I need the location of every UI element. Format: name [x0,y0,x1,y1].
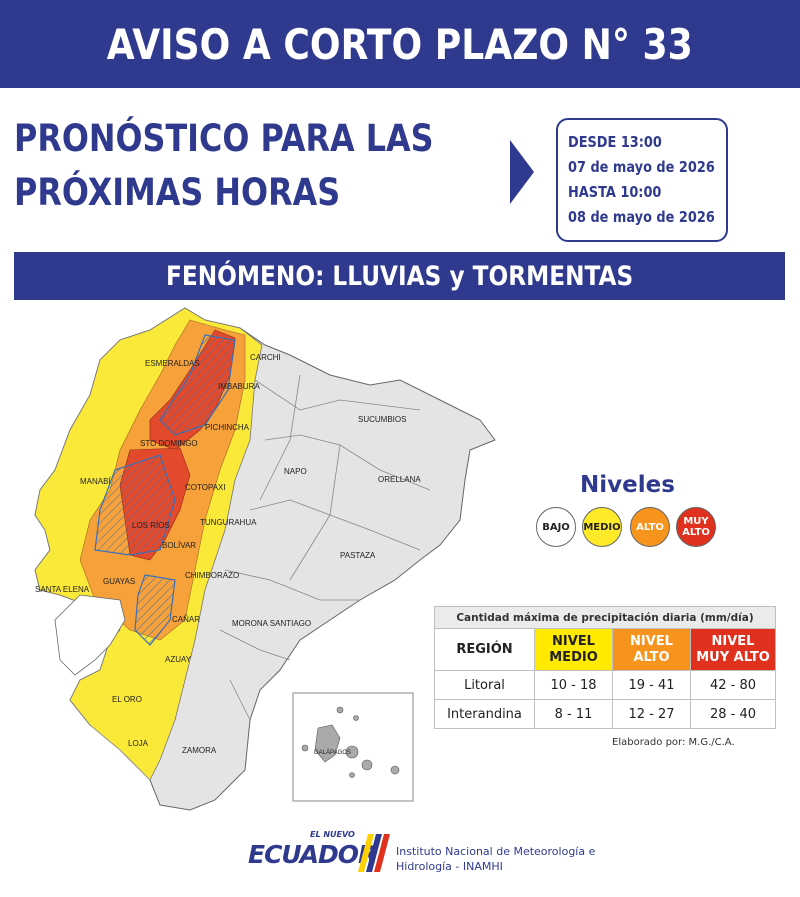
phenomenon-label: FENÓMENO: LLUVIAS y TORMENTAS [165,260,634,292]
level-bajo-label: BAJO [542,521,570,533]
forecast-heading: PRONÓSTICO PARA LAS PRÓXIMAS HORAS [14,112,434,220]
credit-text: Elaborado por: M.G./C.A. [612,737,735,748]
level-medio-label: MEDIO [583,521,621,533]
row-medio: 10 - 18 [534,670,613,700]
label-sucumbios: SUCUMBIOS [358,415,406,424]
header-alto-line2: ALTO [633,649,670,665]
label-tungurahua: TUNGURAHUA [200,518,257,527]
page-title: AVISO A CORTO PLAZO N° 33 [106,19,694,69]
header-medio-line2: MEDIO [549,649,598,665]
header-nivel-medio: NIVEL MEDIO [534,628,613,671]
header-region: REGIÓN [434,628,535,671]
level-muy-alto: MUY ALTO [676,507,716,547]
validity-box: DESDE 13:00 07 de mayo de 2026 HASTA 10:… [556,118,728,242]
phenomenon-bar: FENÓMENO: LLUVIAS y TORMENTAS [14,252,785,300]
label-el-oro: EL ORO [112,695,142,704]
footer-logo: EL NUEVO ECUADOR Instituto Nacional de M… [248,830,595,876]
arrow-right-icon [510,140,534,204]
institute-line2: Hidrología - INAMHI [396,860,503,873]
logo-small-text: EL NUEVO [310,830,355,839]
hatched-zone-north [159,334,236,436]
level-alto-label: ALTO [636,521,664,533]
row-alto: 19 - 41 [612,670,691,700]
label-carchi: CARCHI [250,353,281,362]
institute-name: Instituto Nacional de Meteorología e Hid… [396,844,595,874]
label-orellana: ORELLANA [378,475,421,484]
institute-line1: Instituto Nacional de Meteorología e [396,845,596,858]
level-muy-alto-line2: ALTO [682,527,710,538]
header-alto-line1: NIVEL [630,633,673,649]
label-chimborazo: CHIMBORAZO [185,571,239,580]
header-muy-line2: MUY ALTO [696,649,770,665]
label-esmeraldas: ESMERALDAS [145,359,200,368]
header-nivel-alto: NIVEL ALTO [612,628,691,671]
validity-from-time: DESDE 13:00 [568,133,662,151]
precipitation-table: Cantidad máxima de precipitación diaria … [434,606,776,729]
label-zamora: ZAMORA [182,746,217,755]
flag-stripes-icon [358,834,390,872]
forecast-heading-line1: PRONÓSTICO PARA LAS [14,117,434,160]
logo-main-text: ECUADOR [248,840,377,869]
label-canar: CAÑAR [172,615,200,624]
header-medio-line1: NIVEL [552,633,595,649]
hatched-zone-south [134,574,176,646]
row-alto: 12 - 27 [612,699,691,729]
label-pichincha: PICHINCHA [205,423,250,432]
level-bajo: BAJO [536,507,576,547]
level-medio: MEDIO [582,507,622,547]
label-pastaza: PASTAZA [340,551,376,560]
validity-from-date: 07 de mayo de 2026 [568,158,715,176]
validity-to-date: 08 de mayo de 2026 [568,208,715,226]
levels-title: Niveles [580,472,675,498]
row-muy-alto: 28 - 40 [690,699,776,729]
label-napo: NAPO [284,467,307,476]
table-row: Litoral 10 - 18 19 - 41 42 - 80 [434,670,776,700]
table-row: Interandina 8 - 11 12 - 27 28 - 40 [434,699,776,729]
label-manabi: MANABÍ [80,477,111,486]
row-region: Litoral [434,670,535,700]
row-region: Interandina [434,699,535,729]
hatched-zone-central [94,454,176,556]
title-banner: AVISO A CORTO PLAZO N° 33 [0,0,800,88]
label-azuay: AZUAY [165,655,192,664]
header-muy-line1: NIVEL [711,633,755,649]
label-bolivar: BOLÍVAR [162,541,196,550]
label-sto-domingo: STO DOMINGO [140,439,198,448]
warning-map: ESMERALDAS CARCHI IMBABURA PICHINCHA STO… [34,307,496,811]
level-muy-alto-line1: MUY [683,516,709,527]
label-los-rios: LOS RÍOS [132,521,170,530]
row-muy-alto: 42 - 80 [690,670,776,700]
label-imbabura: IMBABURA [218,382,260,391]
gulf-of-guayaquil [54,594,126,676]
label-cotopaxi: COTOPAXI [185,483,226,492]
table-caption: Cantidad máxima de precipitación diaria … [434,606,776,629]
label-galapagos: GALÁPAGOS [314,749,351,756]
label-guayas: GUAYAS [103,577,135,586]
label-morona-santiago: MORONA SANTIAGO [232,619,311,628]
label-loja: LOJA [128,739,149,748]
level-muy-alto-label: MUY ALTO [682,516,710,538]
validity-to-time: HASTA 10:00 [568,183,662,201]
row-medio: 8 - 11 [534,699,613,729]
level-alto: ALTO [630,507,670,547]
label-santa-elena: SANTA ELENA [35,585,90,594]
forecast-heading-line2: PRÓXIMAS HORAS [14,171,341,214]
header-nivel-muy-alto: NIVEL MUY ALTO [690,628,776,671]
